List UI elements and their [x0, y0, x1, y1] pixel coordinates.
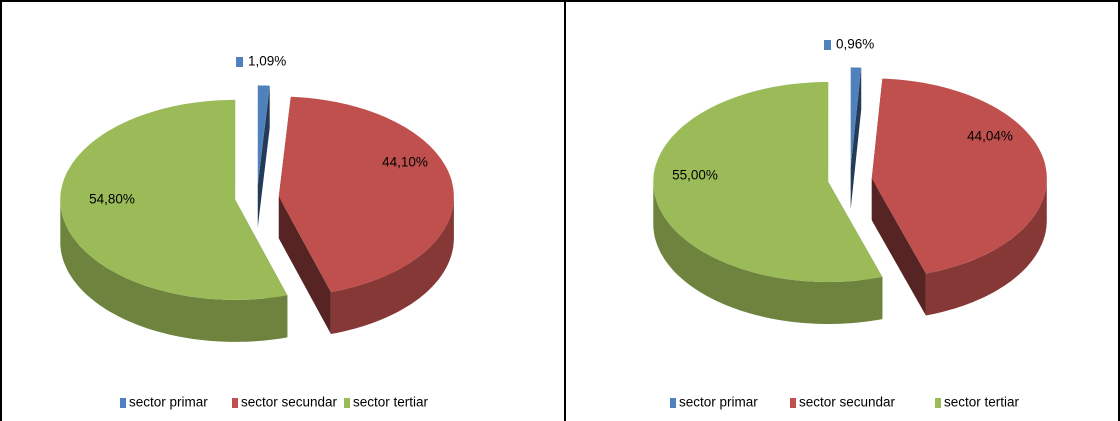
slice-side — [653, 182, 883, 324]
legend-label: sector tertiar — [944, 395, 1020, 410]
slice — [850, 67, 862, 168]
slice-side — [60, 199, 288, 342]
data-label: 0,96% — [836, 37, 874, 52]
slice-side — [330, 196, 454, 334]
slice-side — [257, 85, 270, 228]
label-key — [824, 40, 831, 50]
slice-side — [871, 178, 926, 316]
legend-label: sector primar — [129, 395, 208, 410]
chart: 1,09% 44,10% 54,80% sector primar sector sec… — [60, 54, 454, 410]
legend-label: sector primar — [679, 395, 758, 410]
slice — [60, 99, 288, 300]
slice-side — [278, 196, 331, 335]
chart: 0,96% 44,04% 55,00% sector primar sector sec… — [653, 37, 1047, 410]
slice — [653, 82, 883, 282]
legend-key — [344, 398, 350, 408]
legend-key — [670, 398, 676, 408]
legend-key — [120, 398, 126, 408]
slice-side — [925, 178, 1047, 316]
legend-label: sector secundar — [241, 395, 338, 410]
legend-key — [790, 398, 796, 408]
data-label: 44,10% — [382, 155, 428, 170]
slice — [257, 85, 270, 186]
slice-side — [850, 67, 862, 210]
legend-key — [232, 398, 238, 408]
divider — [564, 0, 566, 421]
legend-label: sector tertiar — [353, 395, 429, 410]
legend-key — [935, 398, 941, 408]
data-label: 1,09% — [248, 54, 286, 69]
slice — [278, 96, 454, 292]
data-label: 55,00% — [672, 168, 718, 183]
legend-label: sector secundar — [799, 395, 896, 410]
slice — [871, 78, 1047, 274]
label-key — [236, 57, 243, 67]
data-label: 44,04% — [967, 129, 1013, 144]
data-label: 54,80% — [89, 192, 135, 207]
